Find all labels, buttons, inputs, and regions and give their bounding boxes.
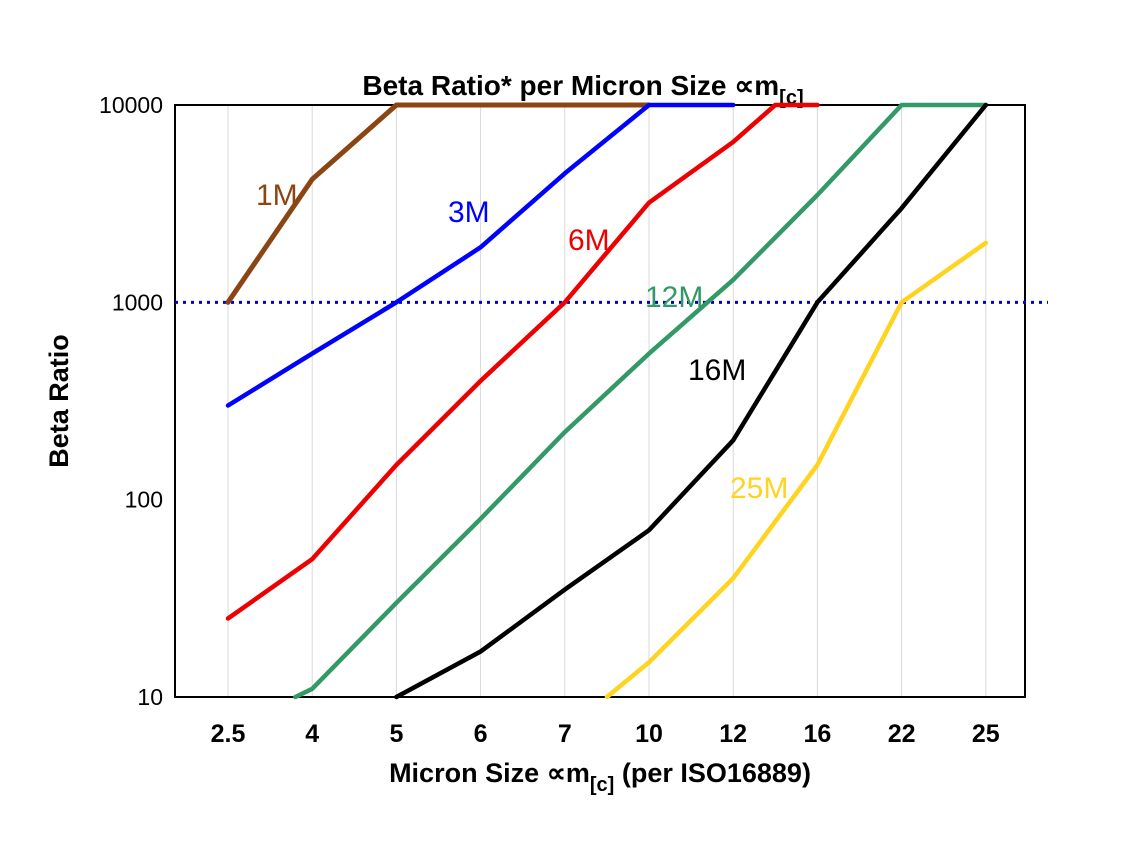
series-line-1M — [225, 102, 652, 305]
series-label-1M: 1M — [256, 179, 298, 212]
y-tick-label: 10 — [137, 684, 163, 710]
series-line-6M — [225, 102, 820, 621]
series-line-16M — [394, 102, 989, 700]
y-axis-title: Beta Ratio — [44, 334, 74, 468]
x-tick-label: 10 — [635, 720, 663, 748]
y-tick-label: 10000 — [99, 92, 163, 118]
x-tick-label: 4 — [305, 720, 319, 748]
series-label-25M: 25M — [730, 472, 788, 505]
series-line-3M — [225, 102, 736, 408]
x-tick-label: 25 — [972, 720, 1000, 748]
x-tick-label: 5 — [389, 720, 403, 748]
y-tick-label: 100 — [125, 487, 163, 513]
x-tick-label: 7 — [558, 720, 572, 748]
series-label-3M: 3M — [448, 196, 490, 229]
series-line-25M — [604, 240, 989, 700]
x-tick-label: 12 — [719, 720, 747, 748]
series-label-6M: 6M — [568, 224, 610, 257]
plot-area: 1M 3M 6M 12M 16M 25M 10 100 1000 10000 2.5 4 5 6 7 10 12… — [99, 92, 1048, 748]
y-tick-label: 1000 — [112, 289, 163, 315]
x-tick-label: 22 — [888, 720, 916, 748]
x-tick-label: 16 — [803, 720, 831, 748]
x-axis-title: Micron Size ∝m[c] (per ISO16889) — [389, 758, 811, 796]
x-tick-label: 2.5 — [211, 720, 246, 748]
series-line-12M — [293, 102, 989, 700]
x-tick-label: 6 — [474, 720, 488, 748]
series-label-16M: 16M — [688, 354, 746, 387]
series-label-12M: 12M — [645, 281, 703, 314]
